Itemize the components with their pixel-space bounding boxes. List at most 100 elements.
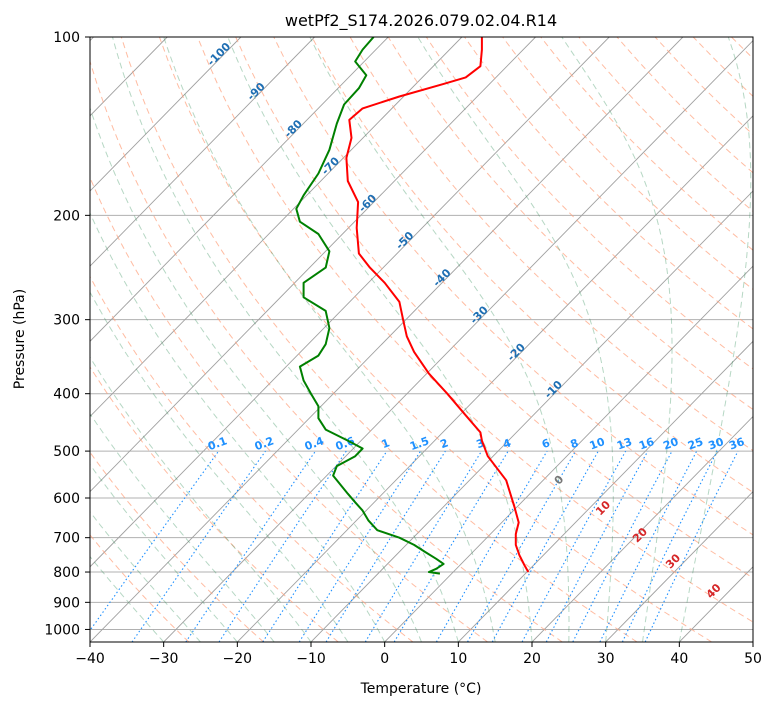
moist-adiabat-line bbox=[112, 37, 459, 642]
isotherm-line bbox=[458, 340, 753, 642]
isotherm-line bbox=[237, 115, 753, 642]
mixing-ratio-label: 25 bbox=[686, 435, 705, 452]
dry-adiabat-label: -40 bbox=[430, 266, 453, 289]
moist-adiabat-label: 40 bbox=[704, 581, 724, 601]
y-tick-label: 600 bbox=[53, 491, 80, 507]
moist-adiabat-line bbox=[90, 211, 386, 642]
mixing-ratio-line bbox=[521, 450, 627, 642]
mixing-ratio-line bbox=[90, 450, 220, 632]
plot-frame bbox=[89, 36, 754, 643]
mixing-ratio-line bbox=[599, 450, 698, 642]
x-tick-label: 50 bbox=[744, 651, 762, 667]
mixing-ratio-label: 3 bbox=[475, 436, 487, 451]
y-tick-label: 500 bbox=[53, 444, 80, 460]
dewpoint-profile-line bbox=[295, 37, 445, 575]
y-axis-label: Pressure (hPa) bbox=[12, 289, 28, 389]
dry-adiabat-label: -20 bbox=[505, 340, 528, 363]
isotherm-line bbox=[90, 37, 463, 418]
mixing-ratio-line bbox=[621, 450, 718, 642]
mixing-ratio-line bbox=[572, 450, 673, 642]
dry-adiabat-line bbox=[616, 37, 753, 174]
moist-adiabat-line bbox=[90, 106, 422, 642]
mixing-ratio-line bbox=[185, 450, 316, 642]
y-tick-label: 400 bbox=[53, 387, 80, 403]
dry-adiabat-line bbox=[90, 451, 264, 642]
dry-adiabat-label: -100 bbox=[205, 40, 234, 69]
isotherm-line bbox=[531, 415, 753, 642]
mixing-ratio-line bbox=[467, 450, 577, 642]
isotherm-line bbox=[310, 190, 753, 642]
dry-adiabat-line bbox=[273, 37, 753, 536]
dry-adiabat-line bbox=[158, 37, 712, 642]
isotherm-line bbox=[384, 265, 753, 642]
isotherm-line bbox=[90, 37, 536, 493]
y-tick-label: 1000 bbox=[44, 622, 80, 638]
mixing-ratio-line bbox=[364, 450, 483, 642]
mixing-ratio-label: 0.4 bbox=[303, 434, 326, 453]
x-tick-label: −10 bbox=[296, 651, 326, 667]
y-tick-label: 200 bbox=[53, 208, 80, 224]
moist-adiabat-line bbox=[163, 37, 496, 642]
moist-adiabat-line bbox=[309, 37, 570, 642]
x-tick-label: −20 bbox=[223, 651, 253, 667]
dry-adiabat-line bbox=[311, 37, 753, 493]
mixing-ratio-label: 1.5 bbox=[408, 434, 431, 453]
mixing-ratio-line bbox=[298, 450, 422, 642]
y-tick-label: 700 bbox=[53, 531, 80, 547]
temperature-profile-line bbox=[345, 37, 530, 573]
dry-adiabat-line bbox=[90, 534, 190, 642]
x-tick-label: −40 bbox=[75, 651, 105, 667]
mixing-ratio-label: 2 bbox=[438, 436, 450, 451]
x-tick-label: 20 bbox=[523, 651, 541, 667]
mixing-ratio-line bbox=[262, 450, 388, 642]
x-tick-label: 30 bbox=[597, 651, 615, 667]
dry-adiabat-line bbox=[770, 37, 775, 642]
y-tick-label: 800 bbox=[53, 565, 80, 581]
mixing-ratio-line bbox=[491, 450, 599, 642]
isotherm-line bbox=[605, 491, 753, 642]
mixing-ratio-label: 0.1 bbox=[206, 434, 229, 453]
mixing-ratio-label: 1 bbox=[380, 436, 392, 451]
dry-adiabat-label: -90 bbox=[245, 80, 268, 103]
isotherm-line bbox=[679, 566, 753, 642]
isotherm-line bbox=[163, 39, 753, 642]
mixing-ratio-label: 20 bbox=[661, 435, 680, 453]
moist-adiabat-line bbox=[227, 37, 533, 642]
dry-adiabat-label: -80 bbox=[282, 117, 305, 140]
isotherm-line bbox=[90, 37, 610, 568]
dry-adiabat-line bbox=[425, 37, 753, 370]
moist-adiabat-line bbox=[90, 463, 238, 642]
mixing-ratio-label: 0.2 bbox=[253, 434, 276, 453]
dry-adiabat-line bbox=[90, 176, 488, 642]
mixing-ratio-label: 16 bbox=[637, 435, 656, 453]
moist-adiabat-line bbox=[90, 356, 312, 642]
y-tick-label: 300 bbox=[53, 313, 80, 329]
dry-adiabat-line bbox=[90, 366, 339, 642]
dry-adiabat-label: -10 bbox=[542, 378, 565, 401]
mixing-ratio-line bbox=[393, 450, 509, 642]
isotherm-line bbox=[90, 37, 242, 192]
mixing-ratio-label: 30 bbox=[707, 435, 726, 453]
x-tick-label: 40 bbox=[670, 651, 688, 667]
moist-adiabat-line bbox=[90, 291, 349, 642]
isotherm-line bbox=[752, 641, 753, 642]
dry-adiabat-line bbox=[387, 37, 753, 411]
dry-adiabat-line bbox=[692, 37, 753, 98]
mixing-ratio-label: 10 bbox=[588, 435, 607, 453]
mixing-ratio-label: 6 bbox=[540, 436, 552, 451]
chart-title: wetPf2_S174.2026.079.02.04.R14 bbox=[285, 11, 557, 31]
mixing-ratio-line bbox=[435, 450, 548, 642]
y-tick-label: 900 bbox=[53, 595, 80, 611]
y-tick-label: 100 bbox=[53, 30, 80, 46]
moist-adiabat-label: 30 bbox=[663, 551, 683, 571]
mixing-ratio-line bbox=[131, 450, 266, 642]
dry-adiabat-line bbox=[90, 59, 563, 642]
dry-adiabat-line bbox=[197, 37, 753, 623]
isotherm-line bbox=[90, 37, 684, 642]
mixing-ratio-label: 0.6 bbox=[334, 434, 357, 453]
mixing-ratio-line bbox=[325, 450, 446, 642]
moist-adiabat-label: 20 bbox=[630, 525, 650, 545]
dry-adiabat-label: -30 bbox=[468, 303, 491, 326]
mixing-ratio-label: 8 bbox=[569, 436, 581, 451]
